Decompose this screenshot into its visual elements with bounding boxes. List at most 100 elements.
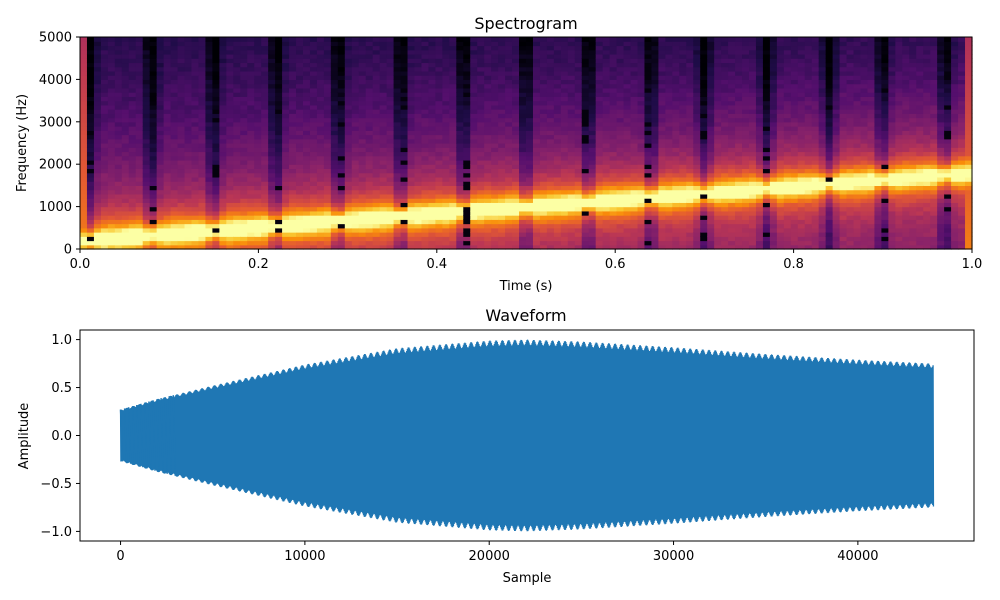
spectrogram-cell (539, 75, 548, 80)
spectrogram-cell (303, 83, 311, 89)
spectrogram-cell (665, 219, 673, 225)
spectrogram-cell (303, 138, 311, 144)
spectrogram-cell (644, 155, 653, 161)
spectrogram-cell (714, 41, 722, 47)
spectrogram-cell (456, 210, 464, 216)
spectrogram-cell (588, 100, 597, 106)
spectrogram-cell (728, 121, 736, 127)
spectrogram-cell (755, 181, 764, 186)
spectrogram-cell (240, 100, 248, 106)
spectrogram-cell (539, 151, 548, 157)
spectrogram-cell (742, 87, 750, 93)
spectrogram-cell (337, 138, 346, 144)
spectrogram-cell (672, 70, 680, 76)
spectrogram-cell (644, 198, 653, 203)
spectrogram-cell (665, 70, 673, 76)
spectrogram-cell (679, 151, 687, 157)
spectrogram-cell (553, 151, 562, 157)
spectrogram-cell (254, 164, 262, 170)
spectrogram-cell (400, 189, 409, 195)
spectrogram-cell (526, 62, 534, 68)
spectrogram-cell (672, 58, 680, 64)
spectrogram-cell (735, 134, 743, 140)
spectrogram-cell (581, 193, 590, 199)
spectrogram-cell (365, 244, 374, 250)
spectrogram-cell (191, 83, 200, 89)
spectrogram-cell (400, 138, 409, 144)
spectrogram-cell (240, 126, 248, 131)
spectrogram-cell (679, 53, 687, 59)
spectrogram-cell (749, 143, 757, 148)
spectrogram-cell (107, 100, 116, 106)
spectrogram-cell (505, 172, 513, 178)
spectrogram-cell (247, 198, 255, 203)
spectrogram-cell (630, 202, 639, 208)
spectrogram-cell (560, 244, 569, 250)
spectrogram-cell (247, 126, 255, 131)
spectrogram-cell (421, 134, 430, 140)
spectrogram-cell (275, 232, 283, 237)
spectrogram-cell (735, 159, 743, 165)
spectrogram-cell (574, 62, 583, 68)
spectrogram-cell (303, 219, 311, 225)
spectrogram-cell (728, 58, 736, 64)
spectrogram-cell (226, 185, 234, 191)
spectrogram-cell (379, 83, 388, 89)
spectrogram-cell (491, 151, 499, 157)
spectrogram-cell (498, 138, 506, 144)
spectrogram-cell (546, 244, 555, 250)
spectrogram-cell (484, 37, 492, 42)
spectrogram-cell (365, 198, 374, 203)
spectrogram-cell (226, 172, 234, 178)
spectrogram-cell (658, 155, 666, 161)
spectrogram-cell (268, 223, 276, 229)
spectrogram-cell (470, 87, 478, 93)
spectrogram-cell (80, 104, 88, 110)
spectrogram-cell (491, 215, 499, 220)
spectrogram-cell (428, 227, 437, 233)
spectrogram-cell (560, 92, 569, 97)
spectrogram-cell (658, 151, 666, 157)
spectrogram-cell (149, 37, 158, 42)
spectrogram-cell (233, 109, 241, 114)
spectrogram-cell (330, 138, 339, 144)
spectrogram-cell (707, 244, 715, 250)
spectrogram-cell (505, 113, 513, 119)
spectrogram-cell (330, 206, 339, 212)
spectrogram-cell (742, 185, 750, 191)
spectrogram-cell (658, 223, 666, 229)
spectrogram-cell (303, 185, 311, 191)
spectrogram-cell (519, 58, 527, 64)
spectrogram-cell (519, 75, 527, 80)
spectrogram-cell (609, 198, 618, 203)
spectrogram-cell (226, 49, 234, 55)
spectrogram-cell (700, 49, 708, 55)
spectrogram-cell (428, 198, 437, 203)
spectrogram-cell (498, 240, 506, 246)
spectrogram-cell (121, 164, 130, 170)
spectrogram-cell (637, 227, 646, 233)
spectrogram-cell (344, 164, 353, 170)
spectrogram-cell (149, 244, 158, 250)
spectrogram-cell (721, 134, 729, 140)
spectrogram-cell (700, 100, 708, 106)
spectrogram-cell (449, 45, 457, 51)
spectrogram-cell (407, 121, 416, 127)
spectrogram-cell (414, 109, 423, 114)
spectrogram-cell (184, 155, 193, 161)
spectrogram-cell (651, 96, 660, 102)
spectrogram-cell (135, 159, 144, 165)
spectrogram-cell (484, 219, 492, 225)
spectrogram-cell (588, 164, 597, 170)
spectrogram-cell (693, 244, 701, 250)
spectrogram-cell (428, 181, 437, 186)
spectrogram-cell (107, 232, 116, 237)
spectrogram-cell (553, 198, 562, 203)
spectrogram-cell (191, 223, 200, 229)
spectrogram-cell (560, 100, 569, 106)
spectrogram-cell (233, 83, 241, 89)
spectrogram-cell (135, 58, 144, 64)
spectrogram-cell (749, 244, 757, 250)
spectrogram-cell (435, 219, 443, 225)
spectrogram-cell (261, 49, 269, 55)
